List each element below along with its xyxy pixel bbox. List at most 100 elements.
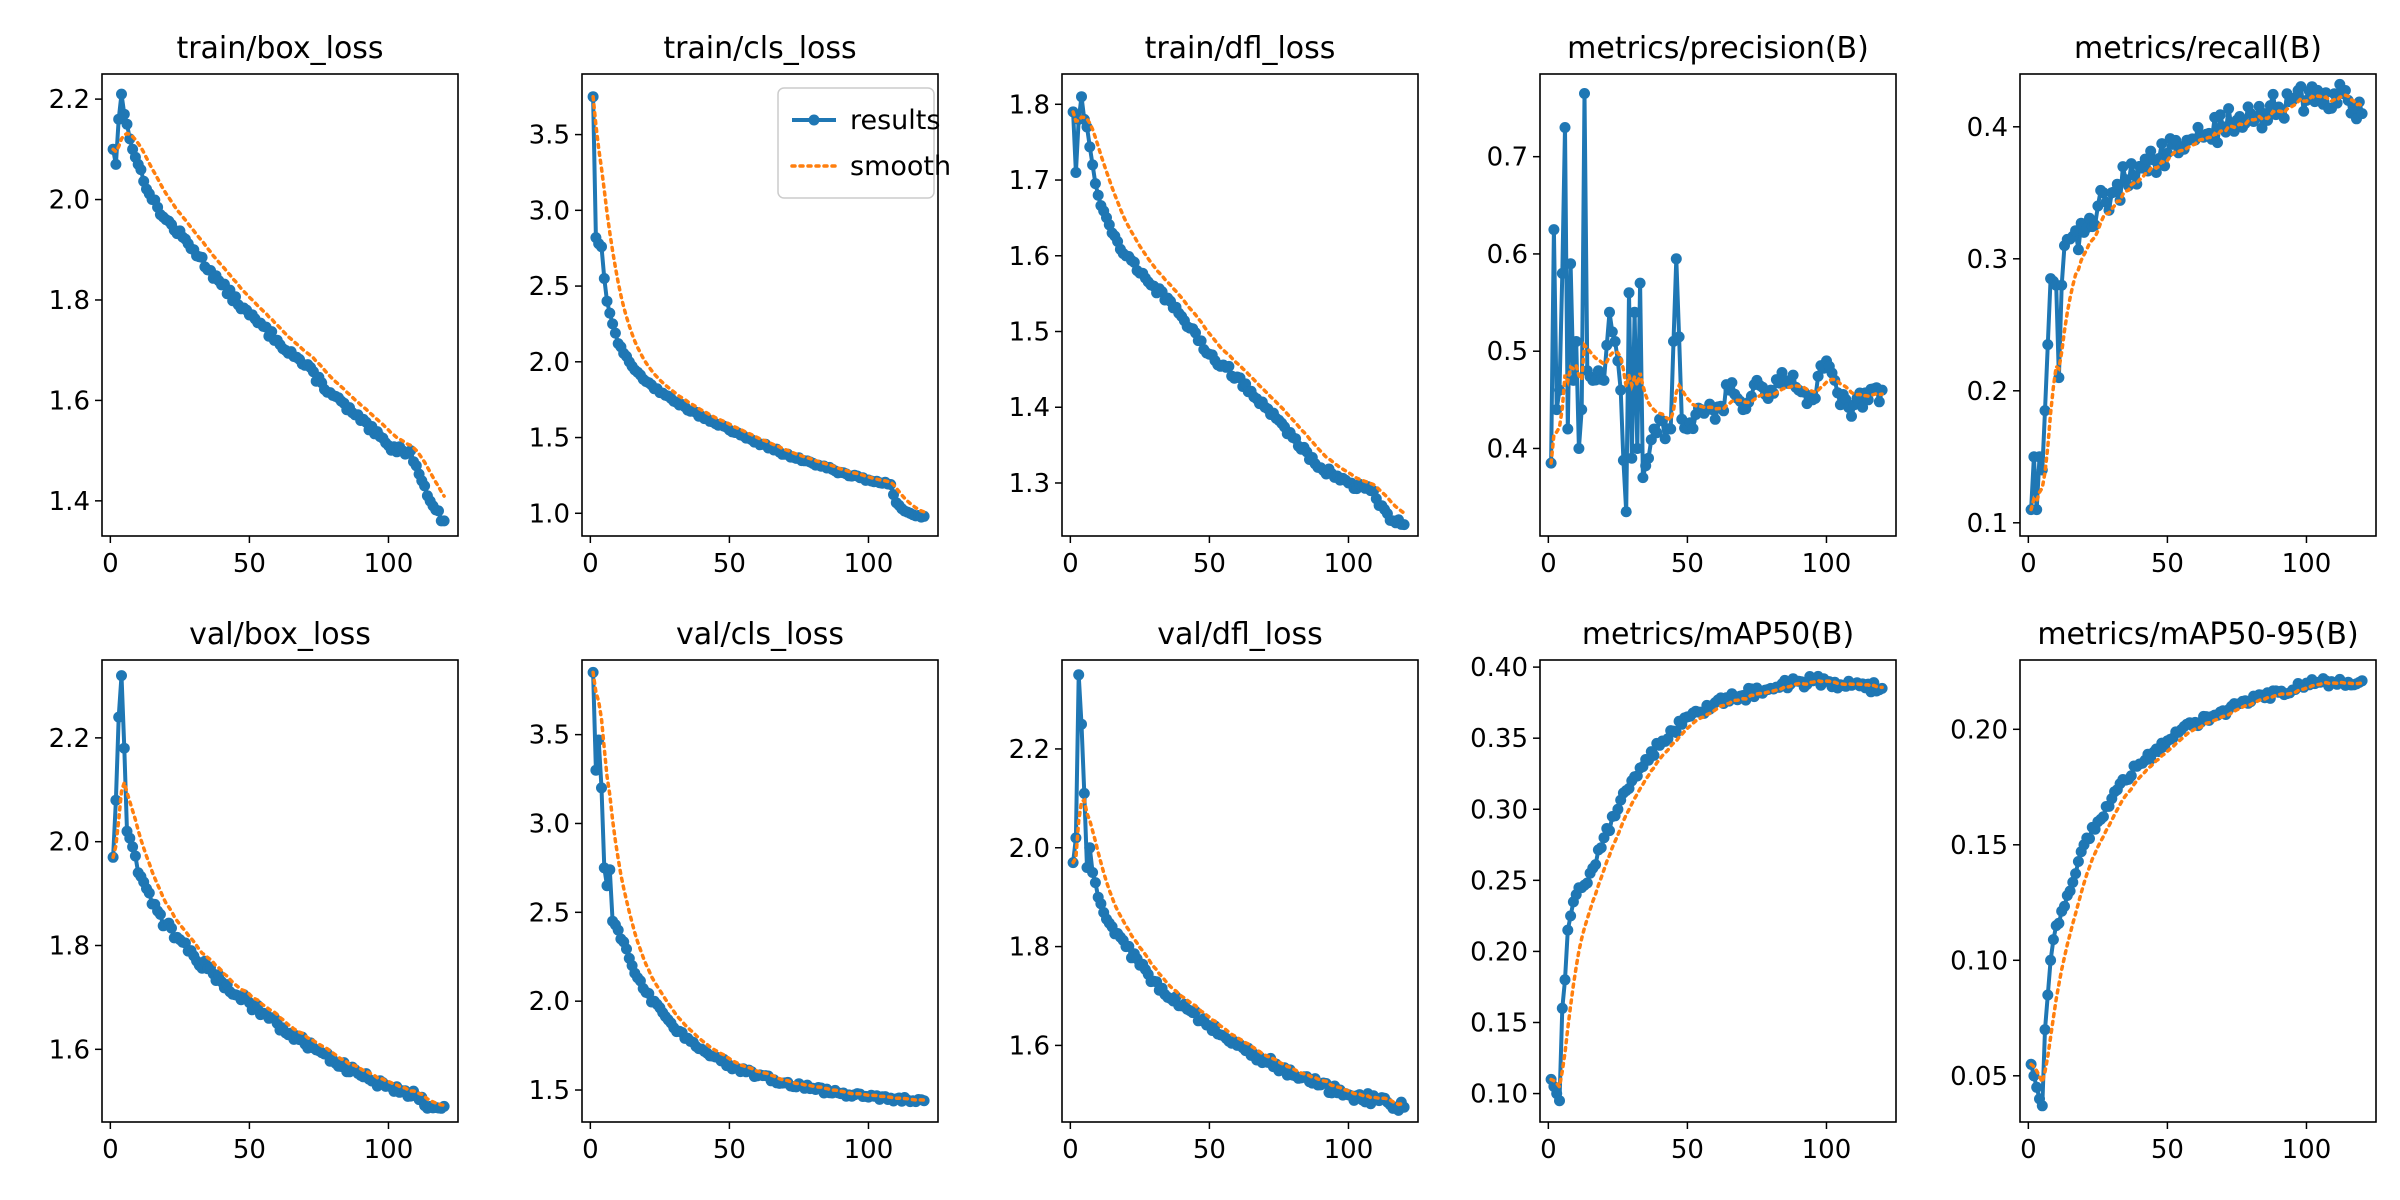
axes-frame: [2019, 73, 2377, 537]
results-point: [1787, 369, 1799, 381]
results-point: [643, 988, 655, 999]
results-point: [2117, 161, 2129, 173]
results-point: [1573, 443, 1585, 454]
results-point: [110, 794, 122, 806]
results-point: [2298, 105, 2310, 117]
y-tick-label: 1.3: [1009, 469, 1050, 499]
results-point: [1643, 452, 1654, 464]
x-tick-label: 100: [364, 549, 414, 579]
y-tick-label: 0.4: [1487, 434, 1528, 464]
axes-frame: [101, 73, 459, 537]
results-point: [2320, 87, 2332, 99]
y-tick-label: 3.0: [529, 809, 570, 839]
y-tick-label: 1.6: [1009, 242, 1050, 272]
results-point: [1579, 88, 1590, 99]
results-point: [410, 460, 422, 472]
results-point: [2042, 339, 2054, 351]
results-point: [1648, 749, 1660, 761]
subplot-train-dfl-loss: train/dfl_loss 0 50 100 1.3 1.4 1.5 1.6 1.7 1.8: [1009, 31, 1419, 579]
results-point: [118, 108, 130, 120]
results-line: [1549, 674, 1883, 1103]
results-point: [2156, 138, 2168, 150]
results-point: [621, 943, 632, 955]
results-point: [116, 670, 127, 682]
y-tick-label: 1.4: [1009, 393, 1050, 423]
x-tick-label: 0: [102, 549, 119, 579]
x-tick-label: 100: [844, 1135, 894, 1165]
subplot-title: val/dfl_loss: [1157, 617, 1322, 652]
x-tick-label: 100: [2282, 549, 2332, 579]
results-point: [2084, 833, 2095, 845]
results-point: [1559, 122, 1571, 133]
legend-smooth-label: smooth: [850, 151, 951, 182]
smooth-line: [111, 131, 446, 498]
y-tick-label: 0.7: [1487, 143, 1528, 173]
results-point: [1551, 404, 1563, 416]
results-point: [1548, 224, 1560, 236]
results-point: [2039, 1024, 2051, 1036]
results-point: [1562, 423, 1574, 435]
results-point: [1670, 727, 1682, 738]
results-point: [1673, 331, 1685, 343]
results-point: [2031, 504, 2043, 516]
results-point: [2059, 900, 2070, 912]
x-tick-label: 100: [1324, 1135, 1374, 1165]
axes-frame: [1539, 73, 1897, 537]
x-tick-label: 0: [2020, 549, 2037, 579]
results-point: [2125, 158, 2137, 170]
y-tick-label: 2.5: [529, 898, 570, 928]
results-point: [1606, 326, 1618, 338]
results-point: [596, 241, 607, 253]
x-tick-label: 50: [1193, 549, 1226, 579]
legend: results smooth: [777, 87, 951, 199]
y-tick-label: 0.4: [1967, 113, 2008, 143]
results-point: [1170, 991, 1182, 1003]
results-point: [2356, 108, 2368, 120]
y-tick-label: 2.5: [529, 272, 570, 302]
y-tick-label: 1.0: [529, 499, 570, 529]
y-tick-label: 2.2: [49, 85, 90, 115]
results-point: [1078, 787, 1090, 799]
results-point: [1084, 842, 1096, 854]
subplot-train-box-loss: train/box_loss 0 50 100 1.4 1.6 1.8 2.0 2.2: [49, 31, 459, 579]
y-tick-label: 0.3: [1967, 245, 2008, 275]
results-point: [1709, 413, 1721, 425]
x-tick-label: 0: [1540, 1135, 1557, 1165]
x-tick-label: 100: [1802, 549, 1852, 579]
y-tick-label: 0.1: [1967, 509, 2008, 539]
results-point: [1629, 306, 1641, 318]
y-tick-label: 0.25: [1470, 866, 1528, 896]
results-point: [2072, 856, 2084, 867]
results-point: [2045, 954, 2057, 966]
results-point: [2042, 989, 2054, 1001]
results-point: [433, 505, 444, 517]
smooth-line: [1549, 678, 1884, 1091]
results-point: [1620, 506, 1632, 518]
results-point: [2067, 876, 2079, 888]
results-point: [266, 326, 278, 338]
results-point: [2072, 244, 2084, 256]
results-point: [1665, 423, 1677, 435]
results-point: [1812, 370, 1824, 382]
subplot-title: metrics/precision(B): [1567, 31, 1869, 66]
subplot-title: train/cls_loss: [663, 31, 856, 66]
results-point: [1604, 825, 1615, 837]
results-point: [604, 864, 616, 876]
results-point: [598, 273, 610, 284]
x-tick-label: 0: [582, 549, 599, 579]
subplot-title: metrics/mAP50-95(B): [2037, 617, 2358, 652]
results-point: [2070, 868, 2082, 880]
results-point: [1687, 423, 1699, 435]
results-point: [2064, 885, 2076, 897]
results-point: [1398, 519, 1410, 531]
y-tick-label: 0.20: [1470, 937, 1528, 967]
y-tick-label: 0.20: [1950, 715, 2008, 745]
results-point: [154, 908, 166, 920]
y-tick-label: 3.5: [529, 721, 570, 751]
smooth-line: [591, 94, 926, 514]
results-point: [129, 850, 141, 862]
results-point: [593, 734, 605, 746]
results-point: [419, 480, 431, 492]
results-point: [1556, 1002, 1568, 1014]
axes-frame: [1061, 73, 1419, 537]
